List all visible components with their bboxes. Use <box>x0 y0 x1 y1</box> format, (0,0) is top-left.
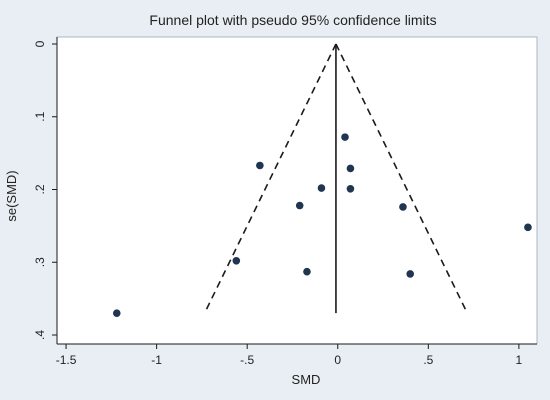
study-point <box>341 133 349 141</box>
y-tick-label: .3 <box>33 257 47 267</box>
study-point <box>303 267 311 276</box>
study-point <box>112 309 121 317</box>
x-axis-title: SMD <box>292 372 321 387</box>
y-tick-label: .4 <box>33 330 47 340</box>
confidence-funnel <box>203 43 469 314</box>
study-point <box>256 161 264 170</box>
lower-confidence-limit-line <box>203 43 337 314</box>
chart-title: Funnel plot with pseudo 95% confidence l… <box>149 12 436 28</box>
study-point <box>406 270 415 278</box>
x-tick-label: 0 <box>334 353 341 367</box>
y-tick-label: .2 <box>33 184 47 194</box>
x-tick-label: 1 <box>516 353 523 367</box>
x-tick-label: -1.5 <box>56 353 77 367</box>
y-tick-label: 0 <box>33 40 47 47</box>
study-point <box>295 201 304 210</box>
study-point <box>524 223 532 232</box>
plot-area <box>56 36 538 345</box>
study-point <box>317 184 326 192</box>
x-tick-label: .5 <box>423 353 433 367</box>
x-tick-label: -.5 <box>240 353 254 367</box>
y-axis-title: se(SMD) <box>4 170 19 221</box>
study-point <box>346 164 355 173</box>
study-point <box>399 203 407 211</box>
axis-ticks: -1.5 -1 -.5 0 .5 1 0 .1 .2 .3 .4 <box>33 40 523 367</box>
study-points <box>112 133 532 317</box>
x-tick-label: -1 <box>151 353 162 367</box>
study-point <box>232 256 241 265</box>
study-point <box>346 184 355 193</box>
y-tick-label: .1 <box>33 111 47 121</box>
upper-confidence-limit-line <box>335 43 469 314</box>
